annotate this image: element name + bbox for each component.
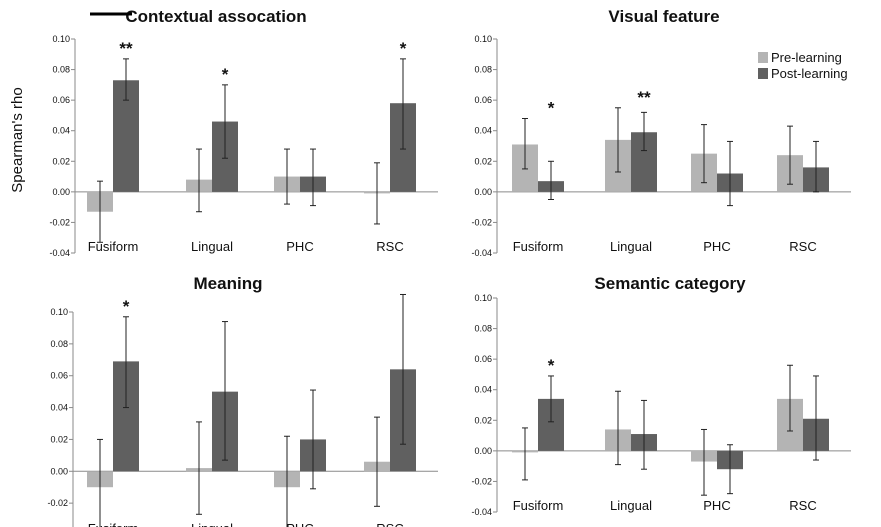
category-label: RSC	[376, 239, 403, 254]
legend-label-pre: Pre-learning	[771, 50, 842, 65]
y-tick-label: 0.08	[474, 324, 492, 334]
y-tick-label: 0.10	[474, 293, 492, 303]
chart-panel-4: Semantic category 0.10 0.08 0.06 0.04 0.02 0.0…	[471, 274, 851, 517]
legend-label-post: Post-learning	[771, 66, 848, 81]
y-tick-label: 0.02	[50, 434, 68, 444]
y-tick-label: 0.08	[50, 339, 68, 349]
significance-marker: *	[548, 98, 555, 117]
chart-title: Semantic category	[594, 274, 746, 293]
legend: Pre-learning Post-learning	[758, 50, 848, 81]
y-tick-label: 0.04	[474, 126, 492, 136]
y-tick-label: 0.00	[474, 446, 492, 456]
y-tick-label: 0.06	[474, 95, 492, 105]
y-tick-label: 0.00	[52, 187, 70, 197]
y-tick-label: 0.08	[52, 65, 70, 75]
y-tick-label: -0.02	[471, 217, 492, 227]
category-label: Fusiform	[88, 239, 139, 254]
y-tick-label: -0.02	[49, 217, 70, 227]
y-tick-label: 0.00	[474, 187, 492, 197]
y-tick-label: 0.06	[52, 95, 70, 105]
significance-marker: *	[123, 297, 130, 316]
significance-marker: *	[400, 39, 407, 58]
category-label: RSC	[376, 521, 403, 527]
y-tick-label: 0.10	[474, 34, 492, 44]
category-label: PHC	[703, 498, 730, 513]
panels-group: Contextual assocation 0.10 0.08 0.06 0.04 0.0…	[47, 7, 851, 527]
category-label: PHC	[703, 239, 730, 254]
significance-marker: *	[222, 65, 229, 84]
y-tick-label: 0.02	[52, 156, 70, 166]
y-tick-label: 0.02	[474, 415, 492, 425]
y-tick-label: -0.02	[471, 476, 492, 486]
y-tick-label: -0.02	[47, 498, 68, 508]
significance-marker: **	[637, 88, 651, 107]
significance-marker: **	[119, 39, 133, 58]
y-axis-label: Spearman's rho	[9, 87, 26, 192]
y-tick-label: 0.00	[50, 466, 68, 476]
significance-marker: *	[548, 356, 555, 375]
y-tick-label: -0.04	[49, 248, 70, 258]
y-tick-label: 0.06	[474, 354, 492, 364]
category-label: Lingual	[610, 498, 652, 513]
y-tick-label: 0.08	[474, 65, 492, 75]
category-label: PHC	[286, 521, 313, 527]
y-tick-label: 0.06	[50, 371, 68, 381]
category-label: RSC	[789, 239, 816, 254]
legend-swatch-post	[758, 68, 768, 79]
category-label: PHC	[286, 239, 313, 254]
y-tick-label: 0.04	[52, 126, 70, 136]
chart-title: Meaning	[194, 274, 263, 293]
category-label: Lingual	[610, 239, 652, 254]
chart-panel-3: Meaning0.100.080.060.040.020.00-0.02-0.0…	[47, 274, 438, 527]
category-label: Fusiform	[513, 239, 564, 254]
y-tick-label: -0.04	[471, 507, 492, 517]
y-tick-label: -0.04	[471, 248, 492, 258]
category-label: RSC	[789, 498, 816, 513]
category-label: Fusiform	[513, 498, 564, 513]
legend-swatch-pre	[758, 52, 768, 63]
chart-panel-1: Contextual assocation 0.10 0.08 0.06 0.04 0.0…	[49, 7, 438, 258]
category-label: Fusiform	[88, 521, 139, 527]
chart-title: Visual feature	[608, 7, 719, 26]
y-tick-label: 0.02	[474, 156, 492, 166]
y-tick-label: 0.04	[474, 385, 492, 395]
chart-panel-2: Visual feature 0.10 0.08 0.06 0.04 0.02 0.00 -0…	[471, 7, 851, 258]
chart-title: Contextual assocation	[125, 7, 306, 26]
category-label: Lingual	[191, 521, 233, 527]
y-tick-label: 0.04	[50, 403, 68, 413]
category-label: Lingual	[191, 239, 233, 254]
y-tick-label: 0.10	[52, 34, 70, 44]
y-tick-label: 0.10	[50, 307, 68, 317]
